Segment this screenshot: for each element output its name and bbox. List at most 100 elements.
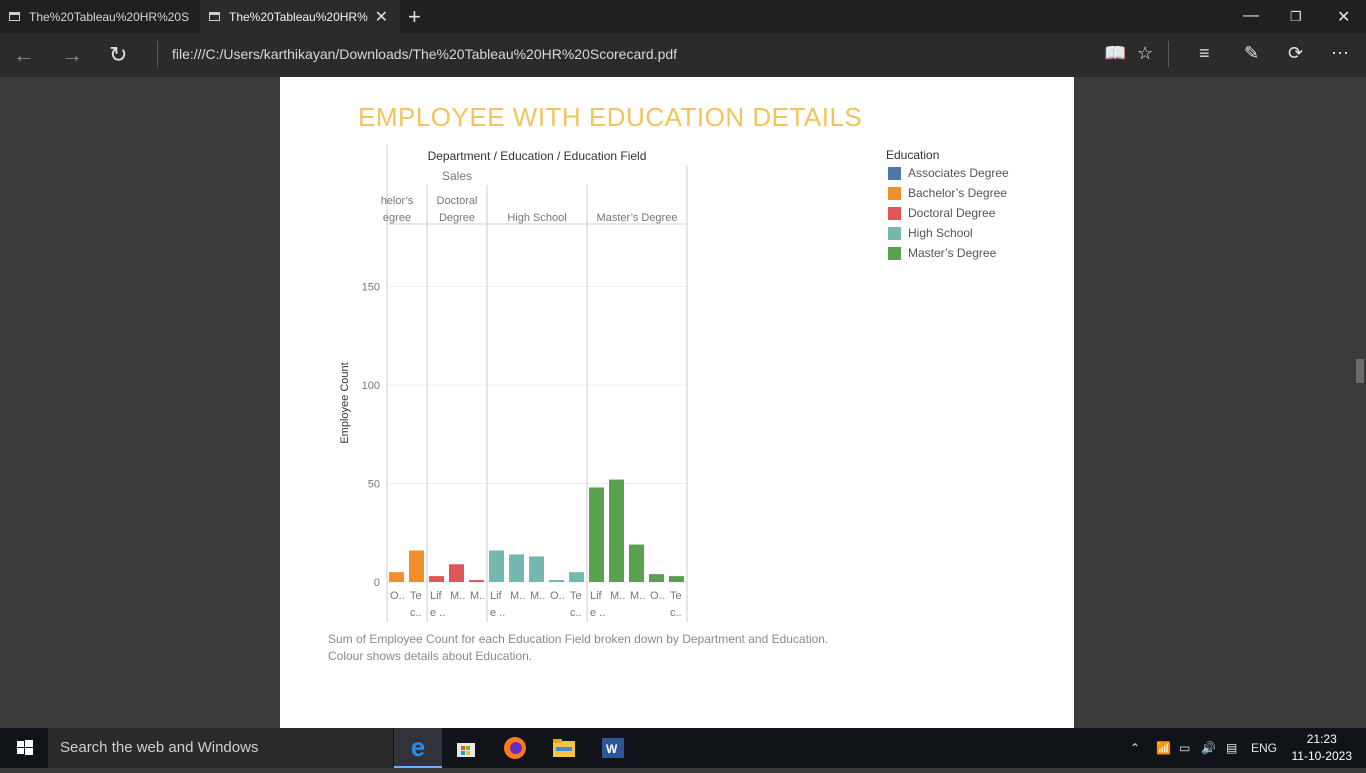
bar-chart: Department / Education / Education Field… [339,145,688,622]
legend-swatch [888,186,901,200]
browser-tab-2[interactable]: The%20Tableau%20HR% ✕ [200,0,400,33]
svg-text:W: W [606,742,618,756]
bar [649,574,664,582]
address-bar: ← → ↻ file:///C:/Users/karthikayan/Downl… [0,33,1366,77]
education-group-label: Degree [439,212,475,224]
x-tick-label: O.. [390,590,405,602]
firefox-app-icon[interactable] [491,728,539,768]
legend-swatch [888,226,901,240]
share-icon[interactable]: ⟳ [1288,43,1304,63]
legend-item: Associates Degree [888,166,1009,180]
legend-swatch [888,246,901,260]
word-app-icon[interactable]: W [589,728,637,768]
chart-caption: Sum of Employee Count for each Education… [328,631,828,665]
notifications-icon[interactable]: ▤ [1226,741,1238,755]
legend-title: Education [886,148,940,162]
x-tick-label: Te [570,590,582,602]
close-tab-icon[interactable]: ✕ [374,8,388,26]
windows-logo-icon [17,740,33,755]
x-tick-label: M.. [450,590,465,602]
hub-icon[interactable]: ≡ [1199,43,1210,63]
x-tick-label: e .. [490,607,505,619]
bar [529,556,544,582]
x-tick-label: M.. [610,590,625,602]
scrollbar-thumb[interactable] [1356,359,1364,383]
caption-line: Sum of Employee Count for each Education… [328,632,829,646]
close-window-icon[interactable]: ✕ [1337,9,1351,26]
x-tick-label: M.. [510,590,525,602]
edge-app-icon[interactable]: e [394,728,442,768]
volume-icon[interactable]: 🔊 [1201,741,1216,755]
show-hidden-icons[interactable]: ⌃ [1130,741,1141,755]
battery-icon[interactable]: ▭ [1179,741,1191,755]
new-tab-icon[interactable]: + [408,4,421,29]
bar [429,576,444,582]
bar [409,550,424,582]
taskbar: Search the web and Windows e W ⌃ 📶 ▭ 🔊 ▤… [0,728,1366,768]
y-tick-label: 100 [362,380,380,392]
file-explorer-icon[interactable] [540,728,588,768]
x-tick-label: Lif [490,590,503,602]
education-group-label: Doctoral [437,195,478,207]
more-icon[interactable]: ⋯ [1331,43,1349,63]
bar [489,550,504,582]
x-tick-label: O.. [650,590,665,602]
x-tick-label: c.. [410,607,422,619]
language-indicator[interactable]: ENG [1251,741,1278,755]
x-tick-label: M.. [530,590,545,602]
x-tick-label: Te [410,590,422,602]
legend-swatch [888,206,901,220]
x-tick-label: M.. [630,590,645,602]
bar [549,580,564,582]
bar [669,576,684,582]
refresh-icon[interactable]: ↻ [109,42,128,67]
x-tick-label: Te [670,590,682,602]
education-group-label: High School [507,212,566,224]
bar [609,479,624,582]
bar [469,580,484,582]
minimize-icon[interactable]: — [1243,7,1259,24]
forward-icon[interactable]: → [61,42,83,67]
bar [389,572,404,582]
y-tick-label: 50 [368,479,380,491]
department-label: Sales [442,169,472,183]
page-icon [209,12,220,21]
x-tick-label: O.. [550,590,565,602]
x-tick-label: c.. [670,607,682,619]
clock-date: 11-10-2023 [1291,749,1353,763]
clock[interactable]: 21:23 11-10-2023 [1292,731,1353,765]
bar [509,554,524,582]
x-tick-label: e .. [590,607,605,619]
start-button[interactable] [0,728,48,768]
clock-time: 21:23 [1306,732,1337,746]
taskbar-search-input[interactable]: Search the web and Windows [48,728,393,768]
wifi-icon[interactable]: 📶 [1156,741,1171,755]
divider [157,41,158,67]
back-icon[interactable]: ← [13,42,35,67]
caption-line: Colour shows details about Education. [328,649,533,663]
education-group-label: Master’s Degree [597,212,678,224]
store-app-icon[interactable] [442,728,490,768]
restore-icon[interactable]: ❐ [1290,9,1302,24]
favorite-star-icon[interactable]: ☆ [1137,43,1154,63]
y-tick-label: 150 [362,282,380,294]
pdf-viewer: EMPLOYEE WITH EDUCATION DETAILS Departme… [0,77,1366,728]
legend-swatch [888,166,901,180]
x-tick-label: M.. [470,590,485,602]
url-field[interactable]: file:///C:/Users/karthikayan/Downloads/T… [172,46,678,62]
legend-item: Master’s Degree [888,246,996,260]
bar [629,544,644,582]
page-title: EMPLOYEE WITH EDUCATION DETAILS [358,102,863,132]
web-note-icon[interactable]: ✎ [1244,43,1260,63]
x-tick-label: e .. [430,607,445,619]
tab-title: The%20Tableau%20HR% [229,9,368,24]
y-tick-label: 0 [374,577,380,589]
chart-header: Department / Education / Education Field [428,149,647,163]
reading-view-icon[interactable]: 📖 [1104,43,1127,63]
browser-tab-1[interactable]: The%20Tableau%20HR%20S [0,0,200,33]
bar [449,564,464,582]
y-axis-title: Employee Count [339,362,351,443]
x-tick-label: c.. [570,607,582,619]
page-icon [9,12,20,21]
legend-item: Bachelor’s Degree [888,186,1007,200]
